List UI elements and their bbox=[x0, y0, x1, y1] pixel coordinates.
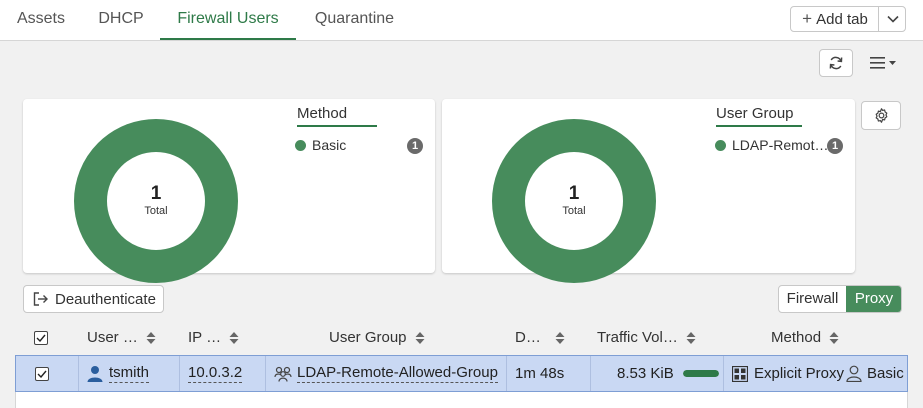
column-label: D… bbox=[515, 329, 541, 346]
proxy-icon bbox=[732, 365, 748, 382]
sort-icon bbox=[686, 332, 696, 345]
column-label: User … bbox=[87, 329, 138, 346]
chevron-down-icon bbox=[886, 15, 899, 23]
column-header-ip[interactable]: IP … bbox=[188, 322, 239, 354]
select-all-checkbox[interactable] bbox=[34, 322, 54, 354]
traffic-value: 8.53 KiB bbox=[617, 365, 674, 382]
donut-total-value: 1 bbox=[568, 183, 580, 204]
cell-divider bbox=[265, 356, 266, 391]
legend-item[interactable]: Basic bbox=[295, 136, 346, 154]
donut-chart: 1 Total bbox=[73, 118, 239, 284]
column-label: User Group bbox=[329, 329, 407, 346]
donut-total-label: Total bbox=[562, 205, 586, 217]
count-badge: 1 bbox=[407, 138, 423, 154]
logout-icon bbox=[33, 292, 48, 306]
summary-card-method: 1 Total Method Basic 1 bbox=[23, 99, 435, 283]
donut-chart: 1 Total bbox=[491, 118, 657, 284]
sort-icon bbox=[829, 332, 839, 345]
donut-ring bbox=[74, 119, 238, 283]
add-tab-label: Add tab bbox=[816, 11, 868, 28]
column-header-method[interactable]: Method bbox=[771, 322, 839, 354]
group-icon bbox=[274, 366, 292, 382]
tab-dhcp[interactable]: DHCP bbox=[98, 10, 144, 27]
cell-divider bbox=[723, 356, 724, 391]
tab-assets[interactable]: Assets bbox=[16, 10, 65, 27]
menu-icon bbox=[870, 57, 896, 69]
user-group-name: LDAP-Remote-Allowed-Group bbox=[297, 364, 498, 383]
legend-title: Method bbox=[297, 105, 377, 127]
traffic-bar-fill bbox=[682, 370, 719, 377]
divider bbox=[878, 7, 879, 31]
tab-firewall-users[interactable]: Firewall Users bbox=[160, 0, 296, 40]
refresh-button[interactable] bbox=[819, 49, 853, 77]
cell-divider bbox=[179, 356, 180, 391]
donut-total-label: Total bbox=[144, 205, 168, 217]
deauthenticate-label: Deauthenticate bbox=[55, 290, 156, 308]
row-checkbox[interactable] bbox=[35, 356, 49, 391]
legend-item[interactable]: LDAP-Remot… bbox=[715, 136, 828, 154]
column-header-traffic-volume[interactable]: Traffic Vol… bbox=[597, 322, 696, 354]
column-label: Traffic Vol… bbox=[597, 329, 678, 346]
column-header-user-group[interactable]: User Group bbox=[329, 322, 425, 354]
column-label: IP … bbox=[188, 329, 222, 346]
toggle-proxy[interactable]: Proxy bbox=[846, 286, 901, 312]
column-header-duration[interactable]: D… bbox=[515, 322, 565, 354]
table-header: User … IP … User Group D… Traffic Vol… M… bbox=[15, 322, 908, 354]
cell-user-group[interactable]: LDAP-Remote-Allowed-Group bbox=[274, 356, 498, 391]
tab-quarantine[interactable]: Quarantine bbox=[314, 10, 395, 27]
column-header-user[interactable]: User … bbox=[87, 322, 156, 354]
cell-divider bbox=[506, 356, 507, 391]
add-tab-button[interactable]: + Add tab bbox=[791, 7, 879, 31]
column-label: Method bbox=[771, 329, 822, 346]
checkbox-icon bbox=[35, 366, 49, 381]
add-tab-dropdown[interactable] bbox=[879, 7, 906, 31]
duration-value: 1m 48s bbox=[515, 365, 565, 382]
cell-divider bbox=[78, 356, 79, 391]
add-tab-button-group: + Add tab bbox=[790, 6, 906, 32]
cell-divider bbox=[590, 356, 591, 391]
refresh-icon bbox=[829, 56, 843, 70]
plus-icon: + bbox=[802, 9, 813, 28]
summary-card-user-group: 1 Total User Group LDAP-Remot… 1 bbox=[442, 99, 855, 283]
gear-icon bbox=[875, 108, 887, 123]
legend-item-label: Basic bbox=[312, 137, 347, 153]
count-badge: 1 bbox=[827, 138, 843, 154]
sort-icon bbox=[146, 332, 156, 345]
user-name: tsmith bbox=[109, 364, 150, 383]
donut-total-value: 1 bbox=[150, 183, 162, 204]
toggle-firewall[interactable]: Firewall bbox=[786, 290, 839, 307]
cell-duration: 1m 48s bbox=[515, 356, 564, 391]
cell-traffic-volume: 8.53 KiB bbox=[617, 356, 719, 391]
traffic-bar bbox=[682, 370, 719, 377]
table-body-empty-area bbox=[15, 392, 908, 408]
method-auth: Basic bbox=[867, 365, 904, 382]
cell-ip[interactable]: 10.0.3.2 bbox=[188, 356, 243, 391]
user-icon bbox=[87, 366, 103, 382]
legend-dot bbox=[715, 139, 726, 151]
cell-user[interactable]: tsmith bbox=[87, 356, 150, 391]
sort-icon bbox=[415, 332, 425, 345]
ip-address: 10.0.3.2 bbox=[188, 364, 243, 383]
table-row[interactable]: tsmith 10.0.3.2 LDAP-Remote-Allowed-Grou… bbox=[15, 355, 908, 392]
legend-item-label: LDAP-Remot… bbox=[732, 137, 829, 153]
legend-title: User Group bbox=[716, 105, 802, 127]
tab-bar: Assets DHCP Firewall Users Quarantine + A… bbox=[0, 0, 923, 41]
person-icon bbox=[846, 365, 862, 382]
checkbox-icon bbox=[34, 331, 48, 345]
view-menu-button[interactable] bbox=[864, 52, 902, 74]
sort-icon bbox=[229, 332, 239, 345]
legend-dot bbox=[295, 139, 306, 151]
donut-ring bbox=[492, 119, 656, 283]
view-toggle: Firewall Proxy bbox=[778, 285, 902, 313]
method-type: Explicit Proxy bbox=[754, 365, 845, 382]
sort-icon bbox=[555, 332, 565, 345]
deauthenticate-button[interactable]: Deauthenticate bbox=[23, 285, 164, 313]
settings-button[interactable] bbox=[861, 101, 901, 130]
cell-method: Explicit Proxy Basic bbox=[732, 356, 904, 391]
